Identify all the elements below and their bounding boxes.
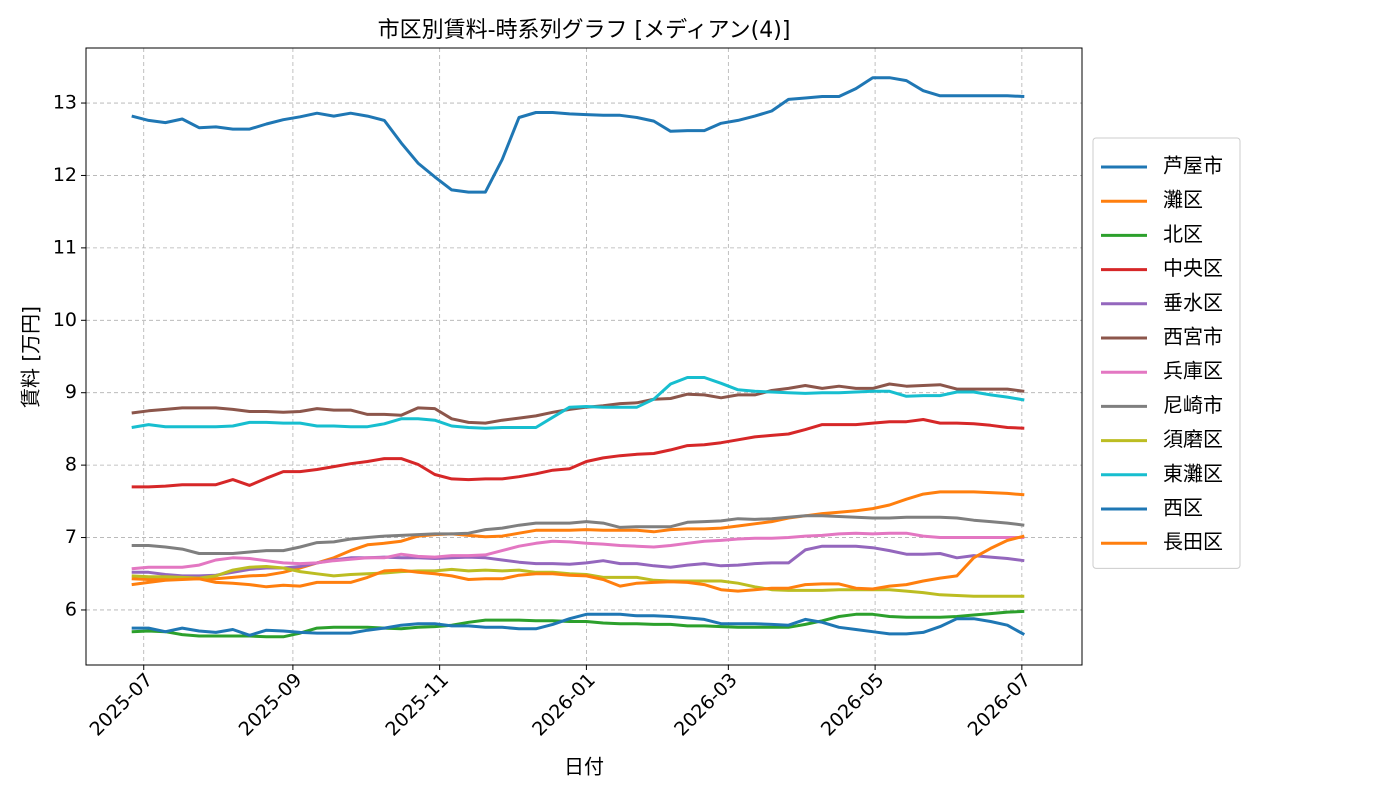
legend-label: 北区 — [1163, 222, 1203, 246]
legend-label: 西宮市 — [1163, 325, 1223, 349]
legend-label: 須磨区 — [1163, 427, 1223, 451]
series-line — [131, 609, 1025, 639]
series-line — [131, 490, 1025, 581]
legend-label: 芦屋市 — [1163, 154, 1223, 178]
series-line — [131, 534, 1025, 593]
legend-label: 灘区 — [1163, 188, 1203, 212]
y-tick-label: 12 — [53, 164, 77, 186]
series-line — [131, 612, 1026, 637]
legend-label: 尼崎市 — [1163, 393, 1223, 417]
series-line — [131, 376, 1025, 430]
series-line — [131, 514, 1025, 555]
y-tick-label: 10 — [53, 309, 77, 331]
series-line — [131, 76, 1025, 194]
x-axis-label: 日付 — [564, 755, 604, 779]
legend-box — [1092, 137, 1241, 569]
plot-frame — [85, 47, 1083, 666]
legend-label: 東灘区 — [1163, 461, 1223, 485]
y-tick-label: 11 — [53, 236, 77, 258]
legend-label: 垂水区 — [1163, 290, 1223, 314]
y-tick-label: 13 — [53, 92, 77, 114]
y-tick-label: 6 — [65, 598, 77, 620]
legend-label: 西区 — [1163, 496, 1203, 520]
series-line — [131, 531, 1025, 571]
series-line — [131, 418, 1025, 489]
chart-title: 市区別賃料-時系列グラフ [メディアン(4)] — [378, 18, 791, 43]
legend-label: 兵庫区 — [1163, 359, 1223, 383]
legend-label: 中央区 — [1163, 256, 1223, 280]
y-tick-label: 7 — [65, 526, 77, 548]
legend-label: 長田区 — [1163, 530, 1223, 554]
y-tick-label: 9 — [65, 381, 77, 403]
y-tick-label: 8 — [65, 454, 77, 476]
y-axis-label: 賃料 [万円] — [19, 306, 43, 408]
